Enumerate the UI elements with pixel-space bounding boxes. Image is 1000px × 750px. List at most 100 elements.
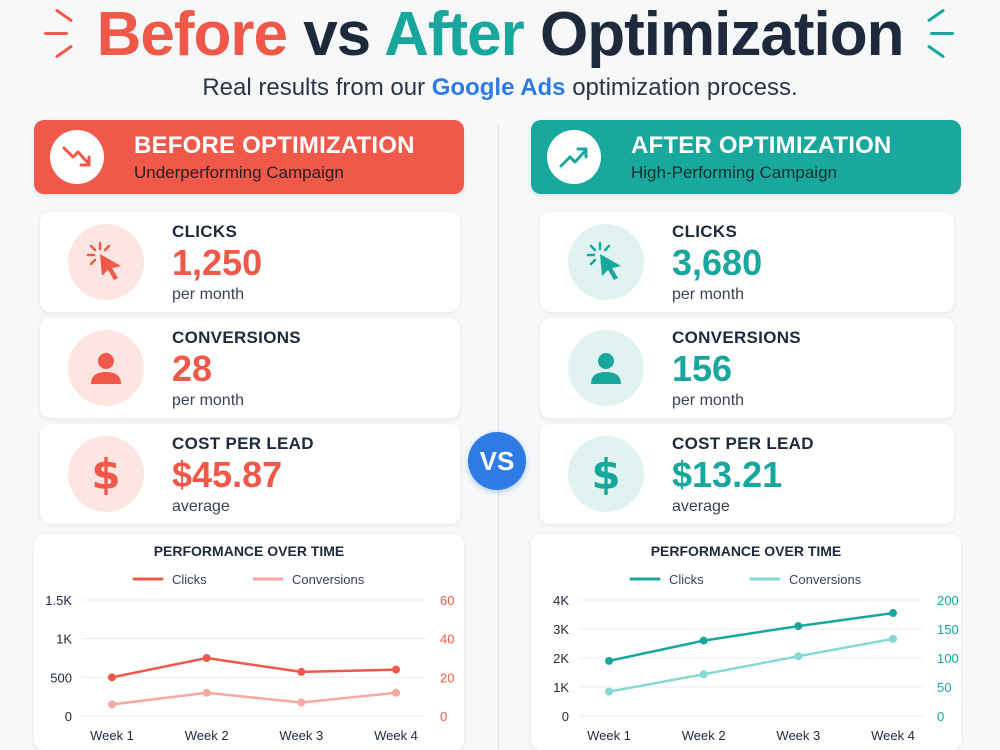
x-tick-label: Week 4 xyxy=(374,728,418,743)
cursor-click-icon xyxy=(568,224,644,300)
dollar-icon: $ xyxy=(68,436,144,512)
before-banner: BEFORE OPTIMIZATION Underperforming Camp… xyxy=(34,120,464,194)
before-performance-chart: PERFORMANCE OVER TIME Clicks Conversions 0 5… xyxy=(45,543,454,743)
data-point-conversions xyxy=(794,652,803,661)
y-left-tick-label: 0 xyxy=(562,709,569,724)
y-left-tick-label: 4K xyxy=(553,593,569,608)
y-right-tick-label: 0 xyxy=(937,709,944,724)
data-point-clicks xyxy=(699,636,708,645)
data-point-conversions xyxy=(392,688,400,697)
metric-label: CLICKS xyxy=(672,222,738,241)
data-point-clicks xyxy=(108,673,116,682)
y-right-tick-label: 20 xyxy=(440,670,454,685)
dollar-icon: $ xyxy=(568,436,644,512)
y-right-tick-label: 50 xyxy=(937,680,951,695)
metric-label: CONVERSIONS xyxy=(172,328,301,347)
page-subtitle: Real results from our Google Ads optimiz… xyxy=(0,74,1000,102)
vs-badge: VS xyxy=(468,432,526,490)
metric-unit: per month xyxy=(172,286,245,303)
metric-value: 156 xyxy=(672,348,733,389)
metric-unit: average xyxy=(172,498,230,515)
metric-value: 3,680 xyxy=(672,242,763,283)
data-point-conversions xyxy=(108,700,116,709)
after-performance-chart: PERFORMANCE OVER TIME Clicks Conversions 0 1… xyxy=(553,543,959,743)
y-left-tick-label: 1.5K xyxy=(45,593,72,608)
after-conversions-card: CONVERSIONS 156 per month xyxy=(540,318,954,418)
after-banner: AFTER OPTIMIZATION High-Performing Campa… xyxy=(531,120,961,194)
chart-title: PERFORMANCE OVER TIME xyxy=(154,543,345,559)
series-line-conversions xyxy=(111,691,397,706)
y-right-tick-label: 150 xyxy=(937,622,959,637)
y-left-tick-label: 2K xyxy=(553,651,569,666)
metric-value: $13.21 xyxy=(672,454,783,495)
y-right-tick-label: 200 xyxy=(937,593,959,608)
y-right-tick-label: 100 xyxy=(937,651,959,666)
metric-value: 1,250 xyxy=(172,242,263,283)
trend-down-icon xyxy=(50,130,104,184)
data-point-conversions xyxy=(605,687,613,696)
before-clicks-card: CLICKS 1,250 per month xyxy=(40,212,460,312)
x-tick-label: Week 1 xyxy=(90,728,134,743)
page-title: Before vs After Optimization xyxy=(0,2,1000,68)
metric-label: CLICKS xyxy=(172,222,238,241)
before-chart-card: PERFORMANCE OVER TIME Clicks Conversions 0 5… xyxy=(34,534,464,750)
series-line-clicks xyxy=(608,611,894,663)
before-banner-subtitle: Underperforming Campaign xyxy=(134,163,344,182)
chart-title: PERFORMANCE OVER TIME xyxy=(651,543,842,559)
x-tick-label: Week 2 xyxy=(185,728,229,743)
y-right-tick-label: 40 xyxy=(440,632,454,647)
x-tick-label: Week 1 xyxy=(587,728,631,743)
data-point-clicks xyxy=(297,667,306,676)
metric-label: COST PER LEAD xyxy=(672,434,814,453)
data-point-clicks xyxy=(794,622,803,631)
before-cpl-card: $ COST PER LEAD $45.87 average xyxy=(40,424,460,524)
decor-burst-left xyxy=(44,8,84,60)
x-tick-label: Week 3 xyxy=(776,728,820,743)
data-point-conversions xyxy=(202,688,211,697)
decor-burst-right xyxy=(918,8,958,60)
data-point-clicks xyxy=(202,654,211,662)
y-left-tick-label: 3K xyxy=(553,622,569,637)
y-left-tick-label: 0 xyxy=(65,709,72,724)
series-line-conversions xyxy=(608,637,894,693)
title-before: Before xyxy=(96,0,288,69)
title-after: After xyxy=(384,0,525,69)
metric-unit: per month xyxy=(672,286,745,303)
subtitle-brand: Google Ads xyxy=(431,74,566,101)
after-banner-subtitle: High-Performing Campaign xyxy=(631,163,837,182)
after-cpl-card: $ COST PER LEAD $13.21 average xyxy=(540,424,954,524)
y-left-tick-label: 1K xyxy=(56,632,72,647)
title-optimization: Optimization xyxy=(540,0,904,69)
y-right-tick-label: 60 xyxy=(440,593,454,608)
y-left-tick-label: 500 xyxy=(50,670,72,685)
data-point-conversions xyxy=(889,634,897,643)
before-conversions-card: CONVERSIONS 28 per month xyxy=(40,318,460,418)
data-point-clicks xyxy=(889,609,897,618)
data-point-clicks xyxy=(605,656,613,665)
subtitle-suffix: optimization process. xyxy=(565,74,798,101)
x-tick-label: Week 3 xyxy=(279,728,323,743)
trend-up-icon xyxy=(547,130,601,184)
metric-label: COST PER LEAD xyxy=(172,434,314,453)
legend-label-conversions: Conversions xyxy=(789,572,862,587)
x-tick-label: Week 4 xyxy=(871,728,915,743)
title-vs: vs xyxy=(303,0,371,69)
user-icon xyxy=(568,330,644,406)
after-clicks-card: CLICKS 3,680 per month xyxy=(540,212,954,312)
legend-label-conversions: Conversions xyxy=(292,572,365,587)
data-point-conversions xyxy=(297,698,306,707)
x-tick-label: Week 2 xyxy=(682,728,726,743)
cursor-click-icon xyxy=(68,224,144,300)
before-banner-title: BEFORE OPTIMIZATION xyxy=(134,132,415,159)
user-icon xyxy=(68,330,144,406)
after-banner-title: AFTER OPTIMIZATION xyxy=(631,132,892,159)
y-right-tick-label: 0 xyxy=(440,709,447,724)
data-point-conversions xyxy=(699,670,708,679)
metric-value: $45.87 xyxy=(172,454,283,495)
series-line-clicks xyxy=(111,656,397,679)
legend-label-clicks: Clicks xyxy=(172,572,207,587)
metric-unit: per month xyxy=(672,392,745,409)
metric-label: CONVERSIONS xyxy=(672,328,801,347)
legend-label-clicks: Clicks xyxy=(669,572,704,587)
subtitle-prefix: Real results from our xyxy=(202,74,432,101)
